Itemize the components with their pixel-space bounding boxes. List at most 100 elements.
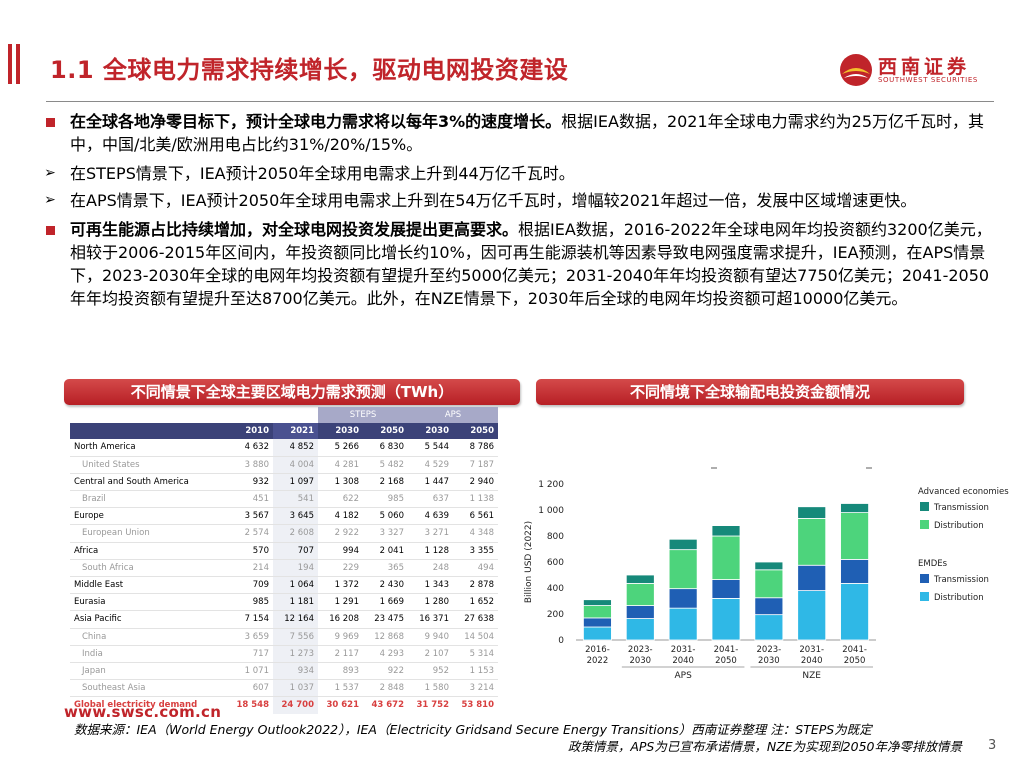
- bullet-item: ➢ 在APS情景下，IEA预计2050年全球用电需求上升到在54万亿千瓦时，增幅较…: [40, 189, 995, 212]
- total-label: Global electricity demand: [70, 696, 228, 714]
- table-cell: 994: [318, 542, 363, 560]
- accent-bar: [16, 44, 20, 84]
- bar-segment: [711, 525, 741, 537]
- bar-segment: [797, 518, 827, 566]
- table-group-row: STEPS APS: [70, 407, 498, 424]
- table-row: Central and South America 932 1 097 1 308 2 …: [70, 473, 498, 492]
- table-cell: 709: [228, 576, 273, 595]
- bar-segment: [583, 599, 612, 606]
- table-row: United States 3 880 4 004 4 281 5 482 4 529 7 …: [70, 456, 498, 474]
- table-row: Asia Pacific 7 154 12 164 16 208 23 475 16 37…: [70, 610, 498, 629]
- bar-segment: [583, 617, 612, 628]
- bar-segment: [668, 607, 698, 641]
- table-cell: 8 786: [453, 439, 498, 457]
- table-cell: 214: [228, 559, 273, 578]
- region-name: China: [70, 628, 228, 646]
- table-cell: 4 004: [273, 456, 318, 474]
- legend-label: Transmission: [933, 503, 989, 513]
- table-cell: 5 314: [453, 645, 498, 664]
- table-row: Middle East 709 1 064 1 372 2 430 1 343 2 878: [70, 576, 498, 595]
- bar-segment: [797, 506, 827, 519]
- table-cell: 1 037: [273, 679, 318, 698]
- bar-segment: [668, 549, 698, 590]
- left-panel-title: 不同情景下全球主要区域电力需求预测（TWh）: [64, 379, 520, 405]
- total-cell: 30 621: [318, 696, 363, 714]
- bar-segment: [797, 590, 827, 641]
- table-cell: 3 327: [363, 524, 408, 543]
- table-cell: 7 154: [228, 610, 273, 629]
- bar-segment: [668, 588, 698, 609]
- table-cell: 1 071: [228, 662, 273, 681]
- total-row: Global electricity demand 18 548 24 700 30 …: [70, 696, 498, 714]
- y-tick-label: 800: [547, 532, 564, 542]
- table-cell: 1 652: [453, 593, 498, 612]
- bar-segment: [625, 574, 655, 584]
- table-cell: 717: [228, 645, 273, 664]
- table-row: Europe 3 567 3 645 4 182 5 060 4 639 6 561: [70, 507, 498, 526]
- table-cell: 922: [363, 662, 408, 681]
- bullet-bold-text: 可再生能源占比持续增加，对全球电网投资发展提出更高要求。: [70, 220, 519, 239]
- table-cell: 1 138: [453, 490, 498, 509]
- bullet-text: 在APS情景下，IEA预计2050年全球用电需求上升到在54万亿千瓦时，增幅较2…: [70, 191, 917, 210]
- table-cell: 4 639: [408, 507, 453, 526]
- region-name: Europe: [70, 507, 228, 526]
- bar-segment: [625, 605, 655, 619]
- bar-segment: [711, 535, 741, 580]
- arrow-bullet-icon: ➢: [44, 192, 56, 208]
- table-cell: 5 544: [408, 439, 453, 457]
- legend-swatch: [920, 574, 929, 583]
- table-cell: 1 064: [273, 576, 318, 595]
- x-tick-label: 2031-: [671, 645, 696, 655]
- bar-segment: [711, 579, 741, 599]
- year-header: 2030: [318, 423, 363, 440]
- year-header: 2030: [408, 423, 453, 440]
- region-name: European Union: [70, 524, 228, 543]
- bullet-bold-text: 在全球各地净零目标下，预计全球电力需求将以每年3%的速度增长。: [70, 112, 562, 131]
- table-cell: 4 281: [318, 456, 363, 474]
- table-cell: 1 097: [273, 473, 318, 492]
- table-cell: 1 273: [273, 645, 318, 664]
- bullet-text: 根据IEA数据，2016-2022年全球电网年均投资额约3200亿美元，相较于2…: [70, 220, 992, 308]
- bar-segment: [668, 538, 698, 551]
- table-cell: 2 107: [408, 645, 453, 664]
- region-name: Africa: [70, 542, 228, 560]
- table-cell: 6 561: [453, 507, 498, 526]
- table-cell: 934: [273, 662, 318, 681]
- table-cell: 16 208: [318, 610, 363, 629]
- logo-mark-icon: [840, 54, 872, 86]
- region-name: Brazil: [70, 490, 228, 509]
- legend-swatch: [920, 520, 929, 529]
- table-cell: 1 447: [408, 473, 453, 492]
- y-tick-label: 1 000: [538, 506, 564, 516]
- table-cell: 7 556: [273, 628, 318, 646]
- group-label: NZE: [802, 671, 821, 680]
- table-row: South Africa 214 194 229 365 248 494: [70, 559, 498, 578]
- table-cell: 6 830: [363, 439, 408, 457]
- x-tick-label: 2016-: [585, 645, 610, 655]
- source-note: 数据来源：IEA（World Energy Outlook2022），IEA（E…: [74, 721, 962, 755]
- bar-segment: [754, 569, 784, 599]
- x-tick-label: 2022: [587, 656, 609, 666]
- bullet-text: 根据IEA数据，2021年全球电力需求约为25万亿千瓦时，其中，中国/北美/欧洲…: [70, 112, 985, 154]
- square-bullet-icon: [40, 218, 60, 241]
- table-row: India 717 1 273 2 117 4 293 2 107 5 314: [70, 645, 498, 664]
- table-cell: 2 430: [363, 576, 408, 595]
- x-tick-label: 2050: [844, 656, 866, 666]
- demand-table: STEPS APS 2010 2021 2030 2050 2030 2050 North Am…: [70, 407, 498, 714]
- table-cell: 4 529: [408, 456, 453, 474]
- right-panel-title: 不同情境下全球输配电投资金额情况: [536, 379, 964, 405]
- table-cell: 2 922: [318, 524, 363, 543]
- table-cell: 14 504: [453, 628, 498, 646]
- table-cell: 1 669: [363, 593, 408, 612]
- investment-chart: Billion USD (2022) 0 200 400 600 800 1 000 1 20…: [524, 467, 1009, 680]
- table-row: Africa 570 707 994 2 041 1 128 3 355: [70, 542, 498, 560]
- table-header-row: 2010 2021 2030 2050 2030 2050: [70, 423, 498, 440]
- table-cell: 12 164: [273, 610, 318, 629]
- region-name: South Africa: [70, 559, 228, 578]
- table-cell: 570: [228, 542, 273, 560]
- bar-segment: [840, 583, 869, 641]
- table-cell: 2 848: [363, 679, 408, 698]
- table-cell: 541: [273, 490, 318, 509]
- table-cell: 2 940: [453, 473, 498, 492]
- x-tick-label: 2023-: [628, 645, 653, 655]
